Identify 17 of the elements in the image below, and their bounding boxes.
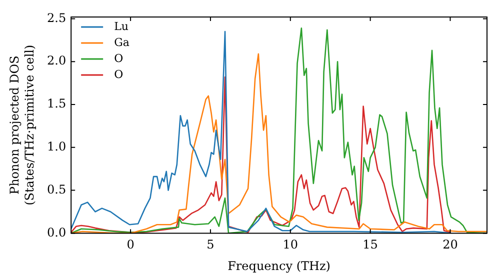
legend-label: O [114, 52, 124, 65]
x-tick-label: 5 [206, 238, 214, 252]
legend-label: O [114, 68, 124, 81]
x-tick-label: 0 [126, 238, 134, 252]
y-tick-label: 0.5 [46, 182, 66, 196]
y-tick-label: 2.0 [46, 54, 66, 68]
x-tick-label: 15 [362, 238, 378, 252]
y-tick-label: 1.0 [46, 140, 66, 154]
x-tick-label: 20 [442, 238, 458, 252]
legend-label: Lu [114, 20, 128, 33]
legend-label: Ga [114, 36, 130, 49]
y-tick-label: 2.5 [46, 10, 66, 25]
y-tick-label: 0.0 [46, 225, 66, 240]
y-tick-label: 1.5 [46, 96, 66, 111]
x-tick-label: 10 [282, 238, 298, 252]
x-axis-title: Frequency (THz) [228, 258, 330, 273]
y-axis-title: Phonon projected DOS (States/THz·primitive cell) [8, 44, 37, 206]
